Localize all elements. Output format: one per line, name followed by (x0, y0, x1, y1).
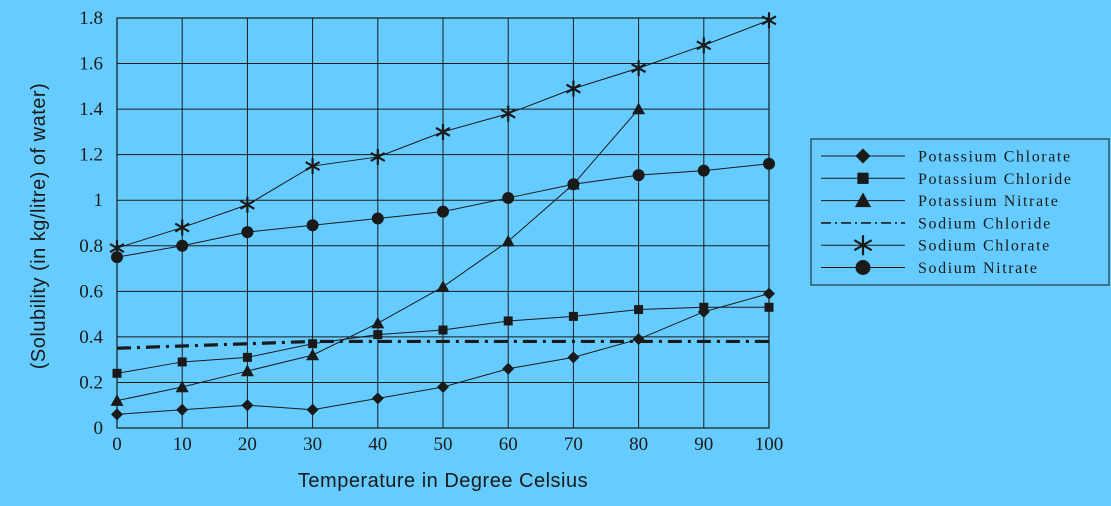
data-point-square (634, 305, 643, 314)
data-point-circle (241, 226, 253, 238)
y-tick-label: 0.4 (79, 327, 103, 348)
y-tick-label: 0 (94, 418, 104, 439)
data-point-circle (567, 178, 579, 190)
legend-label: Potassium Nitrate (918, 193, 1059, 210)
x-tick-label: 10 (173, 434, 192, 455)
x-tick-label: 50 (434, 434, 453, 455)
y-tick-label: 1.2 (79, 145, 103, 166)
data-point-circle (437, 206, 449, 218)
data-point-square (178, 357, 187, 366)
data-point-circle (372, 212, 384, 224)
x-tick-label: 80 (629, 434, 648, 455)
legend-label: Potassium Chloride (918, 171, 1073, 188)
x-tick-label: 30 (303, 434, 322, 455)
y-tick-label: 1.6 (79, 54, 103, 75)
y-tick-label: 1.8 (79, 8, 103, 29)
legend-label: Sodium Chloride (918, 215, 1052, 232)
data-point-square (504, 316, 513, 325)
legend-marker-square (857, 173, 868, 184)
x-tick-label: 0 (112, 434, 122, 455)
x-tick-label: 100 (755, 434, 784, 455)
legend-label: Sodium Nitrate (918, 260, 1039, 277)
x-tick-label: 40 (368, 434, 387, 455)
data-point-square (569, 312, 578, 321)
data-point-circle (502, 192, 514, 204)
data-point-square (243, 353, 252, 362)
x-tick-label: 70 (564, 434, 583, 455)
legend: Potassium Chlorate Potassium Chloride Pota… (811, 139, 1109, 285)
y-tick-label: 1.4 (79, 99, 103, 120)
legend-marker-circle (856, 260, 871, 275)
x-tick-label: 60 (499, 434, 518, 455)
data-point-circle (698, 165, 710, 177)
x-axis-title: Temperature in Degree Celsius (298, 470, 588, 492)
data-point-square (765, 303, 774, 312)
y-tick-label: 0.8 (79, 236, 103, 257)
y-axis-title: (Solubility (in kg/litre) of water) (28, 83, 50, 369)
data-point-circle (763, 158, 775, 170)
legend-label: Potassium Chlorate (918, 149, 1072, 166)
legend-label: Sodium Chlorate (918, 238, 1051, 255)
x-tick-label: 90 (694, 434, 713, 455)
data-point-square (439, 326, 448, 335)
data-point-circle (307, 219, 319, 231)
grid-layer (117, 18, 769, 428)
data-point-square (699, 303, 708, 312)
data-point-circle (633, 169, 645, 181)
data-point-square (373, 330, 382, 339)
y-tick-label: 0.6 (79, 281, 103, 302)
y-tick-label: 1 (94, 190, 104, 211)
data-point-square (113, 369, 122, 378)
data-point-circle (111, 251, 123, 263)
y-tick-label: 0.2 (79, 372, 103, 393)
data-point-circle (176, 240, 188, 252)
x-tick-label: 20 (238, 434, 257, 455)
